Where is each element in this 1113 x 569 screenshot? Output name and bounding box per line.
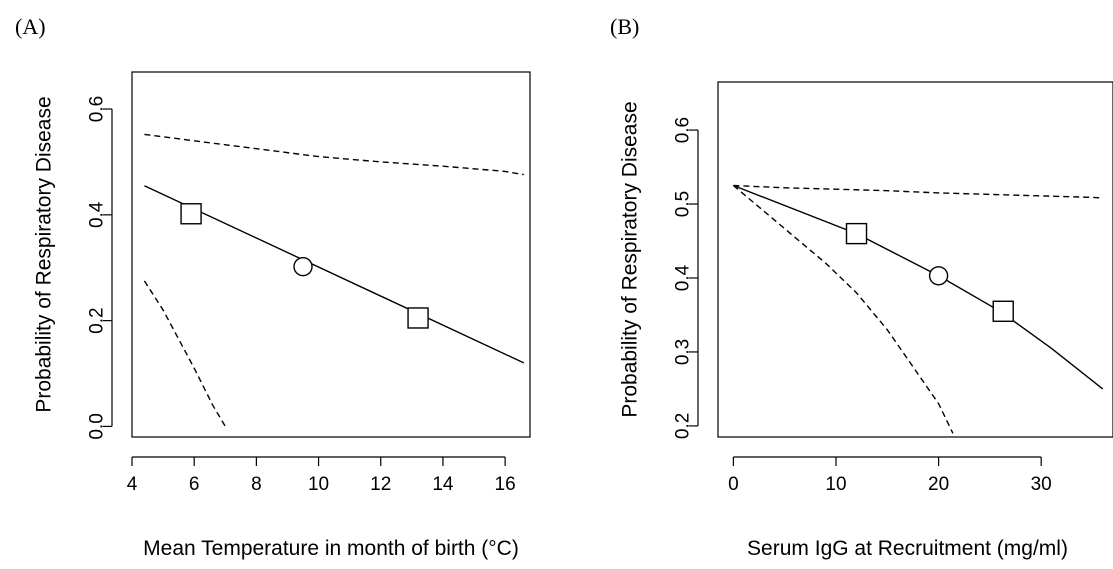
x-tick-label: 16: [495, 474, 516, 495]
x-tick-label: 4: [127, 474, 138, 495]
square-marker: [992, 300, 1014, 322]
panel-b: 0 10 20 30 0.2 0.3 0.4 0.5 0.6 Serum IgG at Recru…: [619, 81, 1113, 560]
x-tick-label: 14: [432, 474, 454, 495]
x-tick-label: 10: [308, 474, 329, 495]
y-axis-title: Probability of Respiratory Disease: [619, 101, 642, 417]
lower-ci-line: [143, 280, 226, 427]
y-axis-title: Probability of Respiratory Disease: [33, 96, 56, 412]
plot-frame: [717, 81, 1113, 438]
x-tick-label: 10: [825, 474, 846, 495]
circle-marker: [928, 266, 949, 286]
square-marker: [845, 222, 868, 245]
plot-frame: [131, 71, 531, 438]
x-tick-label: 0: [728, 474, 739, 495]
y-tick-label: 0.6: [87, 96, 108, 122]
y-tick-label: 0.5: [673, 191, 694, 217]
x-tick-label: 20: [928, 474, 949, 495]
square-marker: [180, 203, 202, 225]
panel-b-label: (B): [610, 14, 640, 39]
x-tick-label: 8: [251, 474, 262, 495]
y-tick-label: 0.0: [87, 413, 108, 439]
circle-marker: [293, 256, 313, 277]
square-marker: [407, 307, 429, 329]
x-tick-label: 30: [1031, 474, 1052, 495]
x-axis: 0 10 20 30: [728, 456, 1052, 495]
x-tick-label: 6: [189, 474, 200, 495]
x-axis: 4 6 8 10 12 14 16: [127, 456, 516, 495]
y-tick-label: 0.4: [673, 264, 694, 291]
y-tick-label: 0.4: [87, 201, 108, 228]
y-axis: 0.0 0.2 0.4 0.6: [87, 96, 113, 440]
upper-ci-line: [733, 184, 1103, 199]
x-tick-label: 12: [370, 474, 391, 495]
y-tick-label: 0.3: [673, 339, 694, 365]
fitted-line: [144, 185, 525, 364]
x-axis-title: Mean Temperature in month of birth (°C): [143, 537, 519, 560]
panel-a-label: (A): [15, 14, 46, 39]
y-tick-label: 0.2: [673, 413, 694, 439]
lower-ci-line: [732, 184, 954, 434]
upper-ci-line: [144, 133, 524, 176]
x-axis-title: Serum IgG at Recruitment (mg/ml): [747, 537, 1068, 560]
y-axis: 0.2 0.3 0.4 0.5 0.6: [673, 117, 699, 439]
y-tick-label: 0.6: [673, 117, 694, 143]
panel-a: 4 6 8 10 12 14 16 0.0 0.2 0.4 0.6 Mean Temperature …: [33, 71, 531, 560]
fitted-line: [733, 184, 1104, 390]
y-tick-label: 0.2: [87, 307, 108, 333]
